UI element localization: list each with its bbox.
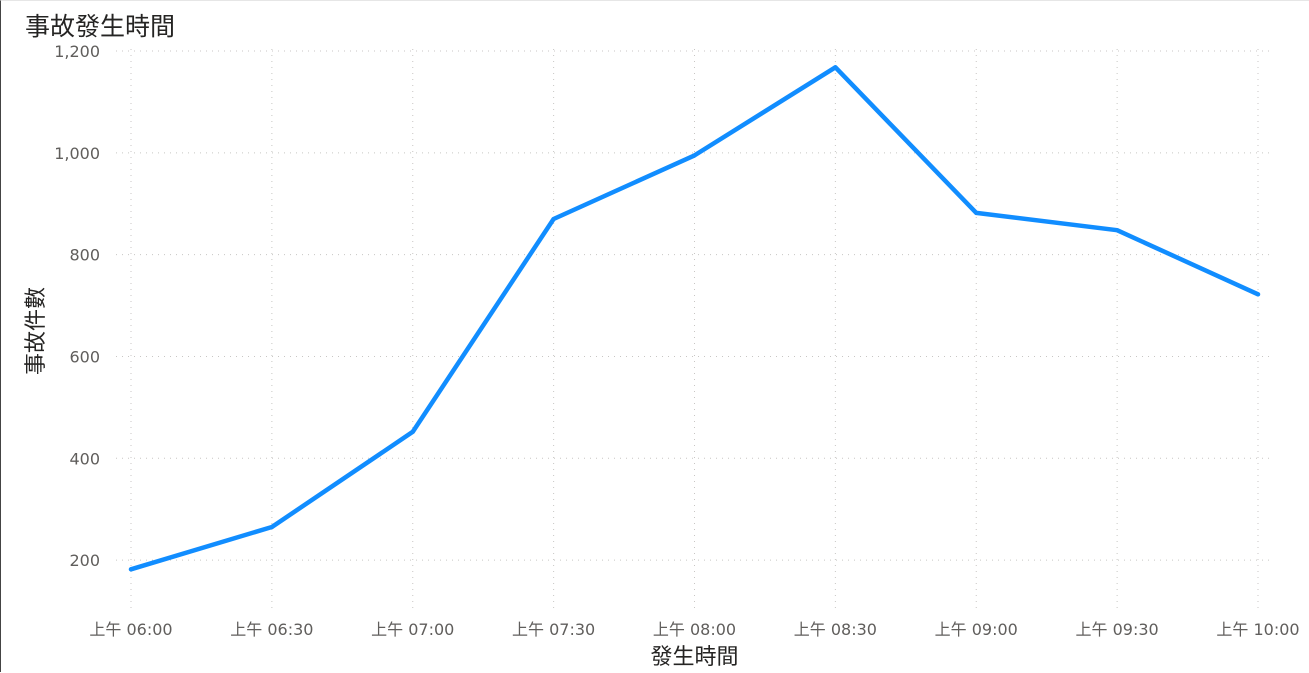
y-tick-label: 1,200 [54,42,100,61]
x-tick-label: 上午 09:30 [1076,620,1159,639]
x-tick-label: 上午 07:30 [512,620,595,639]
y-tick-label: 800 [69,246,100,265]
y-tick-label: 200 [69,551,100,570]
x-tick-label: 上午 06:30 [230,620,313,639]
y-tick-label: 400 [69,449,100,468]
data-point [692,153,697,158]
y-tick-label: 600 [69,347,100,366]
data-point [833,65,838,70]
y-axis-title: 事故件數 [24,287,49,375]
data-point [551,217,556,221]
x-tick-label: 上午 10:00 [1216,620,1299,639]
data-point [1256,292,1260,297]
data-point [129,567,133,572]
data-point [269,525,274,529]
data-point [974,210,979,215]
x-tick-label: 上午 07:00 [371,620,454,639]
x-axis-title: 發生時間 [650,645,738,670]
x-tick-label: 上午 08:00 [653,620,736,639]
x-tick-label: 上午 09:00 [935,620,1018,639]
chart-title: 事故發生時間 [25,12,176,41]
y-tick-label: 1,000 [54,144,100,163]
x-tick-label: 上午 06:00 [89,620,172,639]
data-point [410,429,415,434]
data-point [1115,228,1120,233]
series-line [128,65,1261,572]
x-tick-label: 上午 08:30 [794,620,877,639]
